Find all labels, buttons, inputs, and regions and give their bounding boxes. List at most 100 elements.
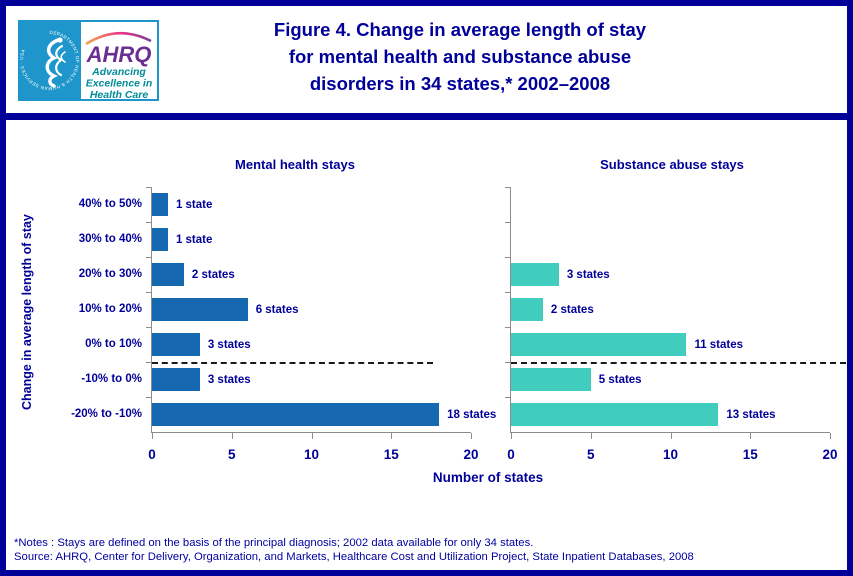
source-line: Source: AHRQ, Center for Delivery, Organ…: [14, 550, 694, 563]
y-axis-tick: [146, 292, 152, 293]
ahrq-wordmark: AHRQ: [86, 42, 152, 67]
y-axis-tick: [505, 257, 511, 258]
bar-value-label: 1 state: [175, 198, 213, 211]
bar-value-label: 11 states: [694, 338, 744, 351]
figure-title-line-2: for mental health and substance abuse: [288, 46, 632, 67]
bar-row: 6 states: [146, 292, 471, 327]
bar: [152, 228, 168, 251]
substance-abuse-plot: 3 states 2 states 11 states 5 states 13 stat…: [505, 187, 846, 462]
notes-line: *Notes : Stays are defined on the basis …: [14, 537, 534, 549]
bar-value-label: 5 states: [598, 373, 642, 386]
y-axis-tick: [505, 187, 511, 188]
eagle-icon: [45, 37, 66, 88]
bar-value-label: 6 states: [255, 303, 299, 316]
y-axis-tick: [146, 222, 152, 223]
bar-value-label: 2 states: [191, 268, 235, 281]
zero-change-dashed-line: [152, 362, 433, 364]
x-axis-tick-label: 15: [742, 447, 758, 462]
bar-value-label: 2 states: [550, 303, 594, 316]
right-chart-title: Substance abuse stays: [600, 157, 744, 172]
category-label: 10% to 20%: [78, 303, 142, 315]
bar-row: 11 states: [505, 327, 830, 362]
figure-title-line-1: Figure 4. Change in average length of st…: [273, 19, 647, 40]
x-axis-tick-label: 20: [822, 447, 838, 462]
x-axis-tick: [311, 433, 313, 439]
bar-row: 5 states: [505, 362, 830, 397]
x-axis-tick-label: 5: [586, 447, 595, 462]
bar: [511, 403, 719, 426]
bar-value-label: 3 states: [207, 338, 251, 351]
y-axis-tick: [505, 222, 511, 223]
category-labels: 40% to 50% 30% to 40% 20% to 30% 10% to 20%…: [18, 187, 142, 432]
y-axis-tick: [505, 292, 511, 293]
x-axis-tick: [231, 433, 233, 439]
bar-value-label: 13 states: [726, 408, 776, 421]
x-axis-tick-label: 0: [148, 447, 156, 462]
ahrq-logo-graphic: DEPARTMENT OF HEALTH & HUMAN SERVICES · …: [18, 20, 159, 101]
x-axis-tick: [391, 433, 393, 439]
bar: [152, 333, 200, 356]
figure-title: Figure 4. Change in average length of st…: [170, 16, 750, 97]
x-axis-tick: [670, 433, 672, 439]
bar-row: 2 states: [146, 257, 471, 292]
y-axis-tick: [146, 327, 152, 328]
footer-notes: *Notes : Stays are defined on the basis …: [14, 537, 844, 564]
bar: [511, 368, 591, 391]
bar: [152, 403, 440, 426]
bar: [511, 298, 543, 321]
bar-row: [505, 222, 830, 257]
y-axis-tick: [505, 362, 511, 363]
category-label: 40% to 50%: [78, 198, 142, 210]
category-label: 0% to 10%: [85, 338, 142, 350]
x-axis-tick: [830, 433, 831, 439]
bar-value-label: 1 state: [175, 233, 213, 246]
bar: [511, 333, 687, 356]
y-axis-tick: [146, 257, 152, 258]
bar-row: 18 states: [146, 397, 496, 432]
bar: [152, 263, 184, 286]
left-chart-title: Mental health stays: [235, 157, 355, 172]
mental-health-plot: 1 state 1 state 2 states 6 states 3 states 3 …: [146, 187, 496, 462]
bar: [152, 298, 248, 321]
x-axis-tick-label: 10: [662, 447, 679, 462]
arc-swoosh-icon: [85, 31, 152, 46]
x-axis-tick-label: 10: [303, 447, 320, 462]
x-axis-tick: [750, 433, 752, 439]
x-axis-title: Number of states: [432, 470, 544, 485]
bar-row: 3 states: [146, 327, 471, 362]
x-axis-tick-label: 20: [463, 447, 479, 462]
x-axis-tick-label: 15: [383, 447, 399, 462]
category-label: -20% to -10%: [71, 408, 142, 420]
tagline-line-2: Excellence in: [86, 78, 153, 90]
bar-row: 2 states: [505, 292, 830, 327]
y-axis-tick: [146, 187, 152, 188]
y-axis-tick: [505, 327, 511, 328]
header-divider: [0, 113, 853, 120]
bar-value-label: 3 states: [566, 268, 610, 281]
ahrq-logo: DEPARTMENT OF HEALTH & HUMAN SERVICES · …: [18, 20, 159, 101]
bar-row: 3 states: [146, 362, 471, 397]
bar: [511, 263, 559, 286]
y-axis-tick: [146, 397, 152, 398]
tagline-line-3: Health Care: [90, 89, 149, 101]
y-axis-tick: [505, 397, 511, 398]
category-label: -10% to 0%: [81, 373, 142, 385]
x-axis-tick-label: 0: [507, 447, 515, 462]
bar-value-label: 18 states: [447, 408, 497, 421]
figure-title-line-3: disorders in 34 states,* 2002–2008: [309, 73, 611, 94]
tagline-line-1: Advancing: [91, 66, 146, 78]
bar-row: 1 state: [146, 187, 471, 222]
bar-row: [505, 187, 830, 222]
x-axis-tick: [590, 433, 592, 439]
y-axis-tick: [146, 362, 152, 363]
bar-row: 13 states: [505, 397, 830, 432]
category-label: 30% to 40%: [78, 233, 142, 245]
zero-change-dashed-line: [511, 362, 846, 364]
x-axis-tick-label: 5: [227, 447, 236, 462]
x-axis-tick: [511, 433, 512, 439]
bar: [152, 193, 168, 216]
bar-value-label: 3 states: [207, 373, 251, 386]
x-axis-tick: [152, 433, 153, 439]
x-axis-tick: [471, 433, 472, 439]
